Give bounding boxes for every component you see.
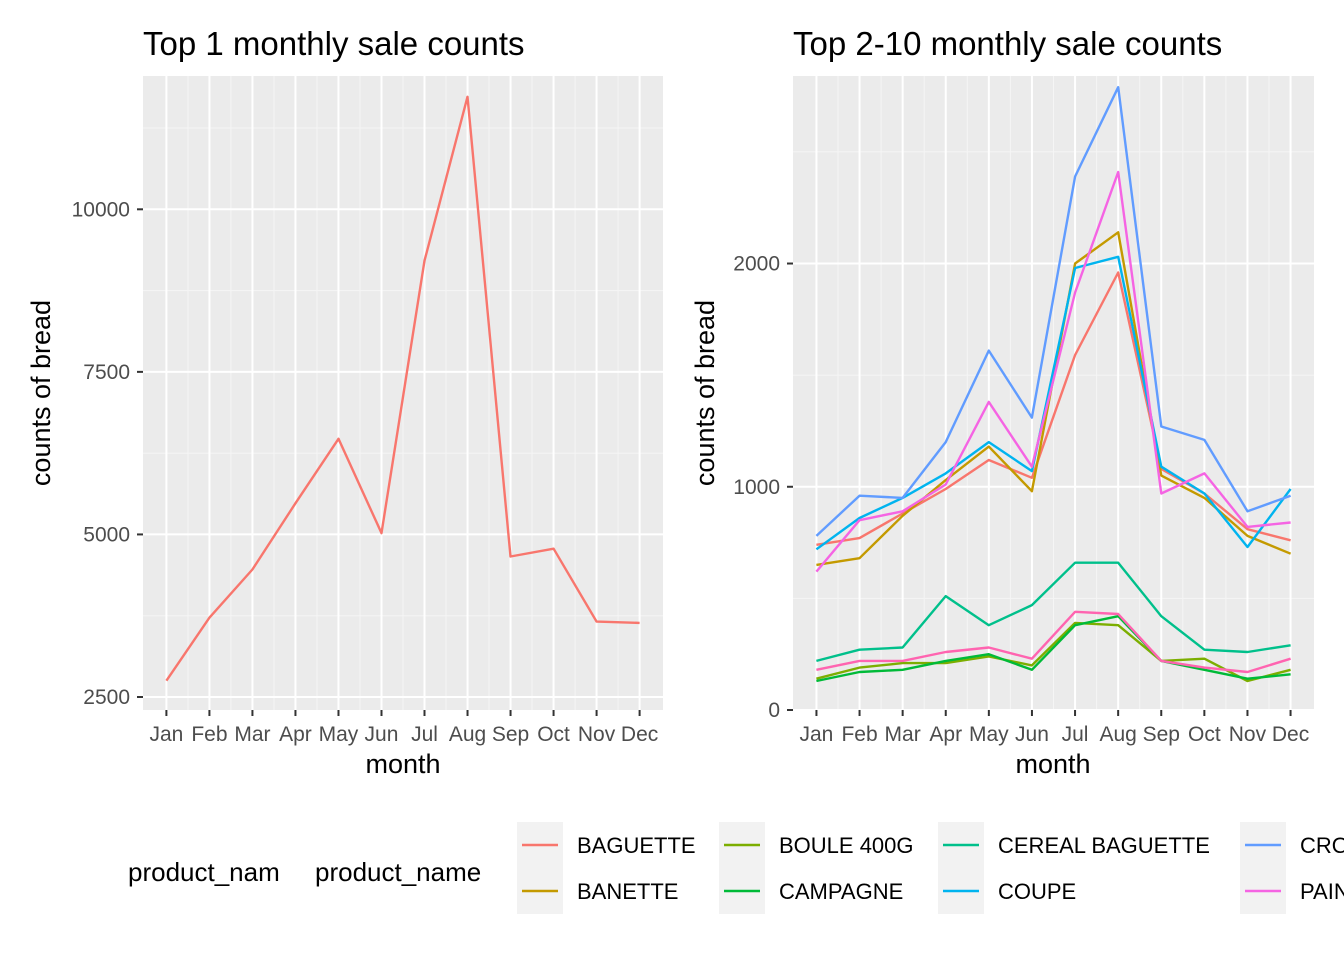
x-tick-label: Dec [1272, 723, 1309, 746]
left-chart-title: Top 1 monthly sale counts [143, 25, 525, 62]
right-x-axis-title: month [1015, 749, 1090, 779]
right-chart-title: Top 2-10 monthly sale counts [793, 25, 1222, 62]
right-chart: Top 2-10 monthly sale counts 0 1000 2000 J… [690, 25, 1314, 779]
x-tick-label: Jul [411, 723, 438, 746]
legend-label: BOULE 400G [779, 833, 914, 858]
legend-label: CRO [1300, 833, 1344, 858]
x-tick-label: Feb [841, 723, 877, 746]
left-x-ticks: Jan Feb Mar Apr May Jun Jul Aug Sep Oct Nov Dec [149, 710, 658, 746]
legend-title-left: product_nam [128, 857, 280, 887]
y-tick-label: 5000 [83, 523, 130, 546]
x-tick-label: Jan [149, 723, 183, 746]
legend-label: PAIN [1300, 879, 1344, 904]
legend-label: COUPE [998, 879, 1076, 904]
series-line [816, 271, 1291, 546]
series-line [815, 255, 1292, 551]
x-tick-label: Jan [800, 723, 834, 746]
x-tick-label: Apr [929, 723, 962, 746]
x-tick-label: May [969, 723, 1009, 746]
x-tick-label: Mar [234, 723, 270, 746]
x-tick-label: Sep [492, 723, 529, 746]
series-line [815, 170, 1291, 573]
series-line [816, 621, 1291, 683]
x-tick-label: Sep [1143, 723, 1180, 746]
y-tick-label: 2000 [733, 253, 780, 276]
series-line [816, 615, 1291, 683]
left-series-lines [165, 95, 640, 682]
series-line [816, 561, 1291, 663]
left-y-axis-title: counts of bread [26, 300, 56, 486]
x-tick-label: Oct [537, 723, 570, 746]
legend-items: BAGUETTE BANETTE BOULE 400G CAMPAGNE CEREAL … [517, 822, 1344, 914]
y-tick-label: 7500 [83, 361, 130, 384]
right-y-ticks: 0 1000 2000 [733, 253, 793, 722]
x-tick-label: Dec [621, 723, 658, 746]
y-tick-label: 0 [768, 699, 780, 722]
legend-label: BAGUETTE [577, 833, 696, 858]
series-line [815, 85, 1292, 537]
x-tick-label: Aug [449, 723, 486, 746]
x-tick-label: Jun [1015, 723, 1049, 746]
right-x-ticks: Jan Feb Mar Apr May Jun Jul Aug Sep Oct Nov Dec [800, 710, 1309, 746]
y-tick-label: 10000 [72, 198, 130, 221]
right-gridlines [793, 76, 1314, 711]
y-tick-label: 1000 [733, 476, 780, 499]
x-tick-label: Oct [1188, 723, 1221, 746]
x-tick-label: Mar [885, 723, 921, 746]
x-tick-label: Feb [191, 723, 227, 746]
right-series-lines [815, 85, 1292, 683]
series-line [816, 610, 1291, 674]
left-gridlines [143, 76, 663, 710]
left-y-ticks: 2500 5000 7500 10000 [72, 198, 143, 709]
legend: product_nam product_name BAGUETTE BANETTE… [128, 822, 1344, 914]
x-tick-label: Apr [279, 723, 312, 746]
legend-label: CAMPAGNE [779, 879, 903, 904]
y-tick-label: 2500 [83, 686, 130, 709]
x-tick-label: Aug [1099, 723, 1136, 746]
left-x-axis-title: month [365, 749, 440, 779]
x-tick-label: Jun [365, 723, 399, 746]
x-tick-label: May [319, 723, 359, 746]
legend-title-right: product_name [315, 857, 481, 887]
left-chart: Top 1 monthly sale counts 2500 5000 7500 10… [26, 25, 663, 779]
series-line [165, 95, 640, 682]
legend-label: BANETTE [577, 879, 678, 904]
right-y-axis-title: counts of bread [690, 300, 720, 486]
x-tick-label: Jul [1062, 723, 1089, 746]
x-tick-label: Nov [578, 723, 616, 746]
x-tick-label: Nov [1229, 723, 1267, 746]
legend-label: CEREAL BAGUETTE [998, 833, 1210, 858]
